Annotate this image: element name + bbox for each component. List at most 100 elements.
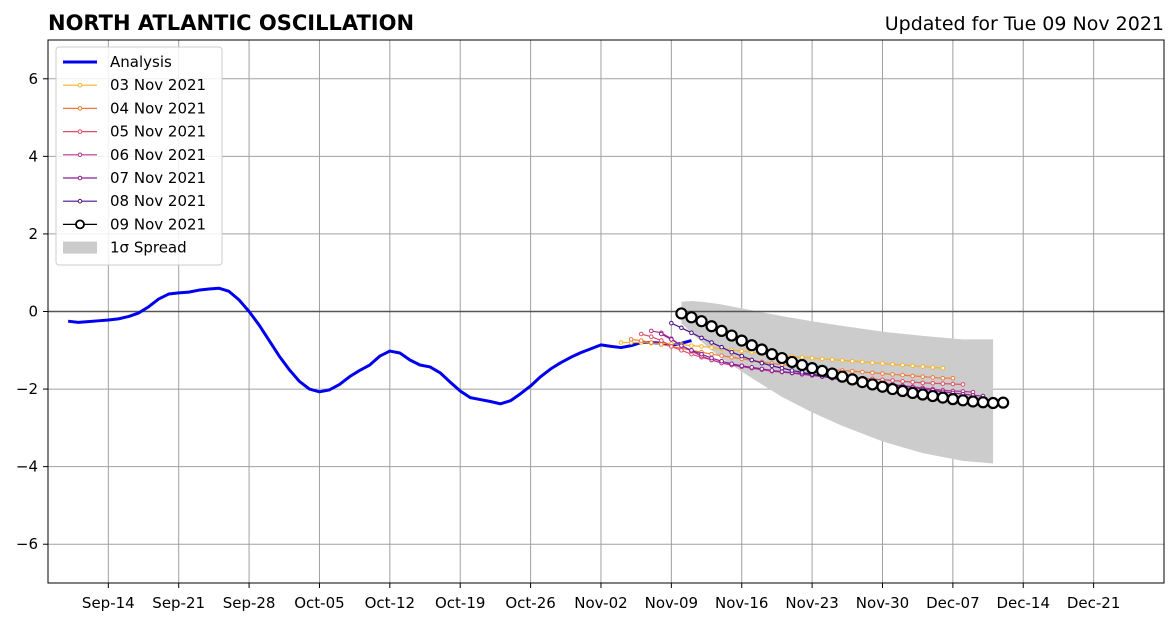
forecast-point xyxy=(795,358,809,372)
forecast-point xyxy=(880,361,885,366)
forecast-point xyxy=(705,320,718,333)
forecast-point xyxy=(910,363,915,369)
forecast-point xyxy=(648,334,654,340)
forecast-point xyxy=(880,371,885,376)
y-tick-label: 4 xyxy=(28,147,38,165)
forecast-point xyxy=(856,375,869,389)
forecast-point xyxy=(689,347,694,353)
forecast-point xyxy=(719,358,724,364)
series-analysis-line xyxy=(67,286,692,406)
legend-swatch-spread xyxy=(63,241,97,254)
forecast-point xyxy=(906,386,919,400)
forecast-point xyxy=(749,357,755,363)
legend-box xyxy=(55,46,223,266)
forecast-point xyxy=(940,381,946,386)
forecast-point xyxy=(950,381,956,387)
x-tick-label: Dec-07 xyxy=(926,594,980,612)
forecast-point xyxy=(920,364,926,369)
forecast-point xyxy=(950,375,956,381)
forecast-point xyxy=(689,330,694,336)
forecast-point xyxy=(819,356,825,362)
x-tick-label: Nov-16 xyxy=(715,594,768,612)
forecast-point xyxy=(729,361,734,367)
series-layer xyxy=(67,286,1010,410)
forecast-point xyxy=(765,348,778,361)
forecast-point xyxy=(709,351,714,357)
x-tick-label: Oct-26 xyxy=(505,594,555,612)
legend-label-spread: 1σ Spread xyxy=(110,239,187,257)
forecast-point xyxy=(648,340,654,345)
legend-label-forecast: 05 Nov 2021 xyxy=(110,123,206,141)
forecast-point xyxy=(839,358,845,363)
x-tick-label: Oct-05 xyxy=(294,594,344,612)
x-tick-label: Sep-21 xyxy=(152,594,205,612)
forecast-point xyxy=(755,343,768,356)
legend-label-forecast: 03 Nov 2021 xyxy=(110,76,206,94)
forecast-point xyxy=(886,382,899,396)
forecast-point xyxy=(675,307,688,320)
forecast-point xyxy=(739,353,745,359)
forecast-point xyxy=(910,373,915,379)
forecast-point xyxy=(860,369,865,375)
x-tick-label: Nov-30 xyxy=(856,594,909,612)
forecast-point xyxy=(669,320,674,326)
forecast-point xyxy=(709,355,714,361)
forecast-point xyxy=(850,358,855,364)
forecast-point xyxy=(900,379,905,384)
forecast-point xyxy=(785,355,799,369)
x-tick-label: Dec-21 xyxy=(1067,594,1121,612)
forecast-point xyxy=(658,331,664,337)
forecast-point xyxy=(725,329,738,342)
forecast-point xyxy=(809,355,815,361)
forecast-point xyxy=(926,389,939,403)
legend-marker xyxy=(75,219,85,230)
forecast-point xyxy=(775,351,789,365)
forecast-point xyxy=(930,365,936,370)
x-tick-label: Oct-12 xyxy=(365,594,415,612)
series-forecast-6 xyxy=(675,307,1010,410)
forecast-point xyxy=(628,337,634,342)
forecast-point xyxy=(749,365,755,370)
forecast-point xyxy=(910,379,915,385)
y-tick-label: 0 xyxy=(28,303,38,321)
forecast-point xyxy=(638,331,644,337)
forecast-point xyxy=(618,340,624,345)
forecast-point xyxy=(896,384,909,398)
forecast-point xyxy=(890,361,895,367)
forecast-point xyxy=(940,365,946,371)
y-tick-label: −4 xyxy=(16,458,38,476)
forecast-point xyxy=(679,343,684,348)
forecast-point xyxy=(850,368,855,374)
legend-marker xyxy=(77,198,83,204)
forecast-point xyxy=(860,359,865,365)
forecast-point xyxy=(940,375,946,381)
forecast-point xyxy=(669,337,674,342)
forecast-point xyxy=(769,368,775,373)
forecast-point xyxy=(658,338,664,343)
legend-label-forecast: 04 Nov 2021 xyxy=(110,99,206,117)
y-tick-label: 6 xyxy=(28,70,38,88)
x-tick-label: Nov-02 xyxy=(574,594,627,612)
forecast-point xyxy=(789,368,795,373)
chart-subtitle: Updated for Tue 09 Nov 2021 xyxy=(885,13,1164,35)
forecast-point xyxy=(890,378,895,383)
forecast-point xyxy=(739,348,745,354)
axis-ticks: Sep-14 Sep-21 Sep-28 Oct-05 Oct-12 Oct-19 Oct-… xyxy=(16,70,1121,612)
forecast-point xyxy=(719,353,724,359)
forecast-point xyxy=(759,360,765,366)
x-tick-label: Oct-19 xyxy=(435,594,485,612)
forecast-point xyxy=(890,372,895,377)
forecast-point xyxy=(920,380,926,386)
forecast-point xyxy=(709,340,714,345)
x-tick-label: Sep-28 xyxy=(223,594,276,612)
forecast-point xyxy=(876,380,889,393)
forecast-point xyxy=(638,338,644,343)
forecast-point xyxy=(769,363,775,369)
forecast-point xyxy=(806,362,819,375)
forecast-point xyxy=(735,334,748,347)
forecast-point xyxy=(799,354,805,360)
forecast-point xyxy=(648,328,654,334)
forecast-point xyxy=(870,360,875,365)
forecast-point xyxy=(916,388,929,401)
